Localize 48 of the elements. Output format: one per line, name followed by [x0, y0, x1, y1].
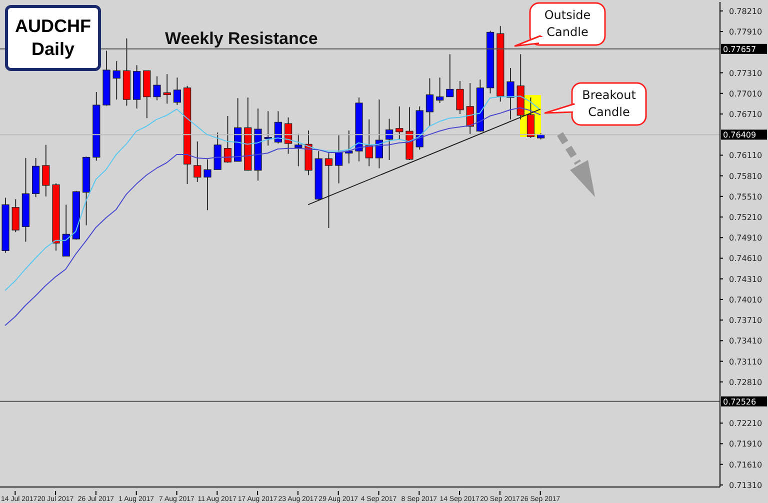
- y-tick-label: 0.75510: [729, 192, 762, 202]
- candlestick: [153, 76, 161, 101]
- y-tick-label: 0.74310: [729, 274, 762, 284]
- y-tick-label: 0.71610: [729, 460, 762, 470]
- y-tick-label: 0.73110: [729, 357, 762, 366]
- ref-line-label: 0.72526: [723, 397, 756, 406]
- y-tick-label: 0.75210: [729, 213, 762, 222]
- candlestick: [426, 78, 434, 127]
- y-tick-label: 0.73410: [729, 336, 762, 346]
- y-tick-label: 0.73710: [729, 316, 762, 326]
- candlestick: [436, 77, 444, 104]
- text: AUDCHF Daily: [5, 5, 101, 71]
- y-tick-label: 0.71910: [729, 440, 762, 449]
- y-tick-label: 0.71310: [729, 480, 762, 490]
- candlestick: [173, 77, 181, 106]
- text: Breakout Candle: [582, 87, 636, 121]
- candlestick: [194, 140, 202, 182]
- y-tick-label: 0.74910: [729, 234, 762, 243]
- y-tick-label: 0.78210: [729, 6, 762, 16]
- candlestick: [12, 198, 20, 233]
- candlestick: [396, 106, 404, 141]
- candlestick: [112, 60, 120, 100]
- y-tick-label: 0.77010: [729, 89, 762, 98]
- y-tick-label: 0.76710: [729, 110, 762, 119]
- candlestick: [294, 133, 302, 167]
- candlestick: [335, 134, 343, 184]
- ref-line-label: 0.76409: [723, 130, 756, 140]
- candlestick: [204, 158, 212, 211]
- y-tick-label: 0.75810: [729, 172, 762, 181]
- candlestick: [224, 116, 232, 164]
- annotation: Outside Candle: [543, 7, 592, 41]
- candlestick: [62, 204, 70, 257]
- y-tick-label: 0.72810: [729, 378, 762, 387]
- line-series: [4, 107, 541, 326]
- ref-line-label: 0.77657: [723, 44, 756, 54]
- y-tick-label: 0.77910: [729, 28, 762, 37]
- candlestick: [446, 54, 454, 98]
- y-tick-label: 0.74010: [729, 295, 762, 304]
- candlestick: [365, 118, 373, 167]
- annotation: Weekly Resistance: [165, 28, 318, 48]
- y-tick-label: 0.76110: [729, 151, 762, 160]
- candlestick: [264, 110, 272, 146]
- candlestick: [456, 80, 464, 114]
- candlestick: [42, 144, 50, 197]
- y-tick-label: 0.72210: [729, 419, 762, 428]
- y-tick-label: 0.74610: [729, 254, 762, 264]
- candlestick: [163, 74, 171, 104]
- y-tick-label: 0.77310: [729, 68, 762, 78]
